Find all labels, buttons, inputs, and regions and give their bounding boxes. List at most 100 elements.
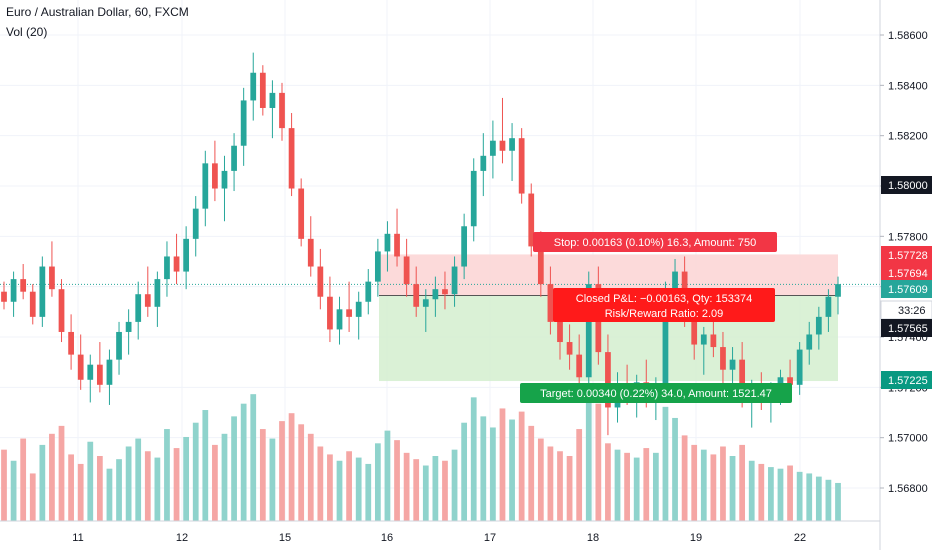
candle-body <box>442 289 448 295</box>
volume-bar <box>815 476 822 521</box>
volume-bar <box>700 449 707 521</box>
candlestick <box>10 271 17 317</box>
price-badge-label: 1.57225 <box>888 375 928 387</box>
volume-bar <box>633 457 640 521</box>
candlestick <box>470 158 477 242</box>
candle-body <box>327 296 333 330</box>
volume-bar <box>413 459 420 521</box>
candlestick <box>106 349 113 405</box>
price-badge-box <box>881 319 932 337</box>
candlestick <box>509 123 515 181</box>
price-tick-label: 1.58600 <box>888 30 928 42</box>
candle-body <box>336 309 343 330</box>
volume-bar <box>1 449 7 521</box>
candle-body <box>288 128 295 189</box>
price-badge-box <box>881 176 932 194</box>
price-badge-label: 1.57609 <box>888 284 928 296</box>
candle-body <box>250 72 257 101</box>
volume-bar <box>557 451 563 521</box>
candlestick <box>202 150 209 227</box>
candle-body <box>183 238 190 272</box>
pnl-label-text: Closed P&L: −0.00163, Qty: 153374 <box>576 293 752 305</box>
candlestick <box>58 279 65 343</box>
candlestick <box>346 281 352 332</box>
price-badge-box <box>881 371 932 389</box>
candlestick <box>307 216 314 277</box>
time-tick-label: 12 <box>176 532 188 544</box>
candlestick <box>413 266 420 317</box>
volume-bar <box>662 406 669 521</box>
time-tick-label: 17 <box>484 532 496 544</box>
target-label-text: Target: 0.00340 (0.22%) 34.0, Amount: 15… <box>540 388 772 400</box>
price-badge: 1.57694 <box>881 264 932 282</box>
price-badge-label: 33:26 <box>898 305 926 317</box>
chart-title: Euro / Australian Dollar, 60, FXCM <box>6 5 189 19</box>
candlestick <box>365 269 372 315</box>
volume-bar <box>317 446 324 521</box>
volume-bar <box>394 440 400 521</box>
volume-bar <box>509 419 515 521</box>
volume-bar <box>355 457 362 521</box>
candle-body <box>576 354 583 378</box>
candle-body <box>58 289 65 332</box>
volume-bar <box>470 397 477 521</box>
price-badge-box <box>881 264 932 282</box>
candlestick <box>528 183 535 257</box>
volume-indicator-label: Vol (20) <box>6 25 48 39</box>
candlestick <box>374 238 381 297</box>
volume-bar <box>806 473 813 521</box>
candle-body <box>116 331 122 360</box>
candle-body <box>432 289 439 300</box>
candle-body <box>164 256 170 280</box>
candlestick <box>144 266 151 317</box>
time-axis[interactable]: 11 12 15 16 17 18 19 22 <box>0 520 880 544</box>
volume-bar <box>528 425 535 521</box>
candle-body <box>691 316 698 345</box>
position-labels[interactable]: Stop: 0.00163 (0.10%) 16.3, Amount: 750 C… <box>520 232 792 403</box>
time-tick-label: 16 <box>381 532 393 544</box>
volume-bar <box>87 441 94 521</box>
candle-body <box>77 354 84 380</box>
candlestick <box>317 248 324 310</box>
volume-bar <box>279 421 285 521</box>
candle-body <box>403 256 410 285</box>
time-tick-label: 15 <box>279 532 291 544</box>
volume-bar <box>144 451 151 521</box>
candle-body <box>96 364 103 385</box>
volume-bar <box>307 433 314 521</box>
volume-bar <box>442 460 448 521</box>
candle-body <box>135 294 142 322</box>
candlestick <box>796 342 803 395</box>
volume-bar <box>835 482 841 521</box>
volume-bars <box>1 391 841 521</box>
price-badge-box <box>881 280 932 298</box>
candle-body <box>537 246 544 285</box>
candle-body <box>173 256 180 272</box>
volume-bar <box>518 411 525 521</box>
candle-body <box>422 299 429 307</box>
volume-bar <box>288 413 295 521</box>
candle-body <box>10 279 17 302</box>
price-badge-label: 1.57694 <box>888 268 928 280</box>
candlestick <box>279 82 285 141</box>
volume-bar <box>748 460 755 521</box>
volume-bar <box>231 416 237 521</box>
candlestick <box>173 233 180 285</box>
volume-bar <box>787 465 793 521</box>
candle-body <box>106 359 113 385</box>
candle-body <box>585 284 592 378</box>
volume-bar <box>183 436 190 521</box>
candle-body <box>39 266 46 317</box>
volume-bar <box>202 410 209 521</box>
candlestick <box>269 80 276 139</box>
price-badge-label: 1.57565 <box>888 323 928 335</box>
countdown-badge: 33:26 <box>880 300 932 320</box>
volume-bar <box>403 452 410 521</box>
candlestick <box>355 291 362 340</box>
candlestick <box>403 238 410 297</box>
volume-bar <box>259 429 266 521</box>
candlestick <box>231 133 237 192</box>
candlestick <box>700 326 707 375</box>
candlestick <box>164 241 170 297</box>
